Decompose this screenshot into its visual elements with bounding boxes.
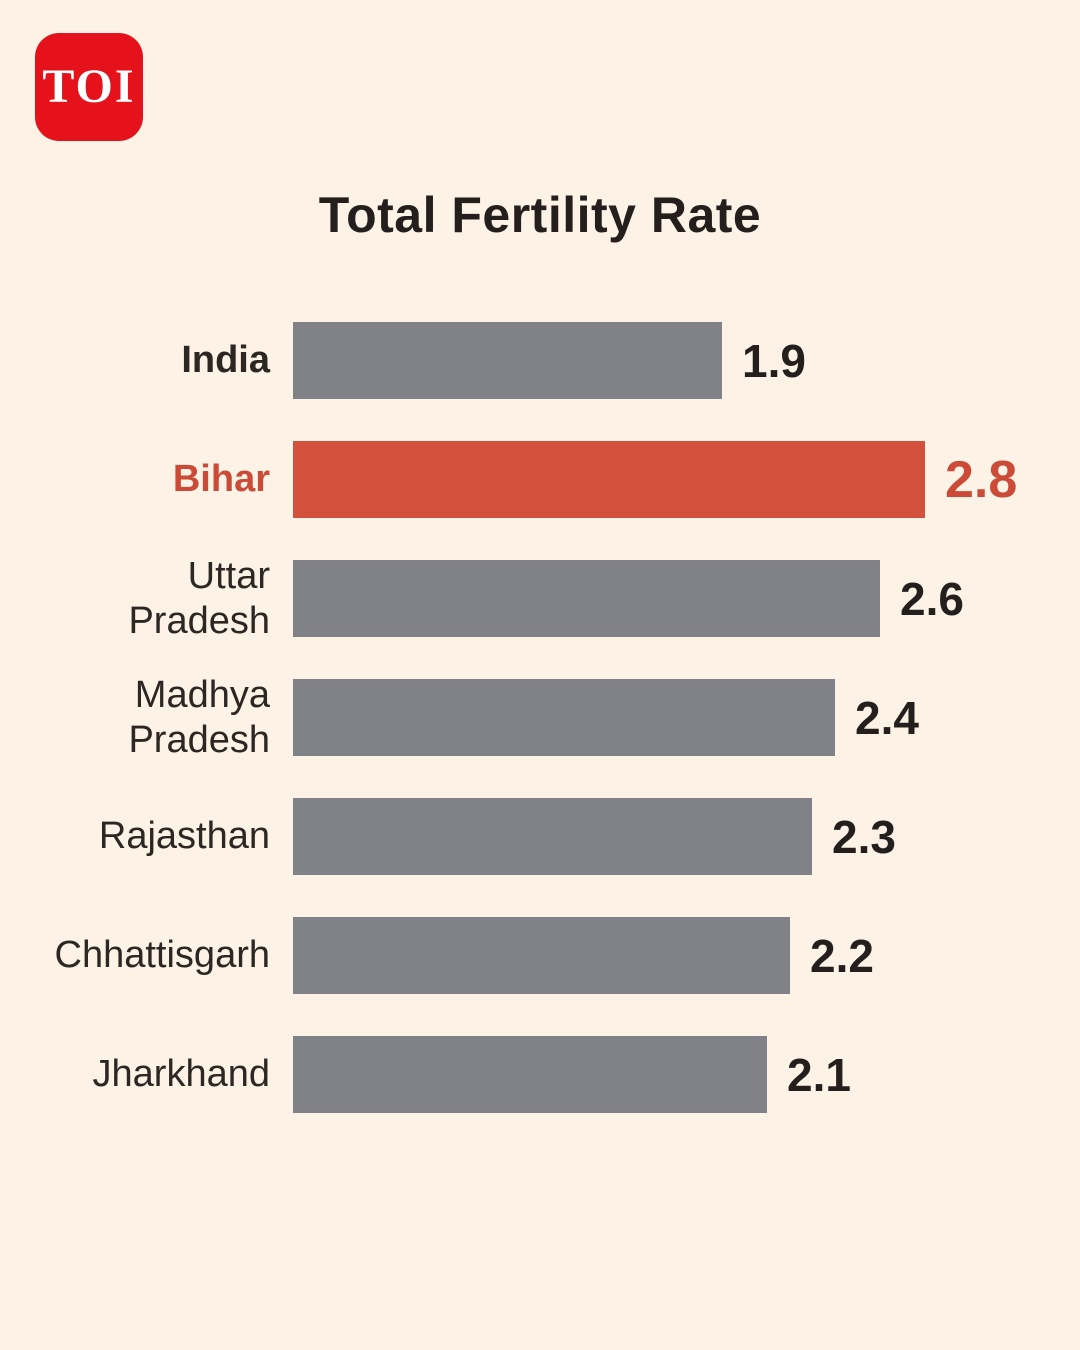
chart-row: Bihar 2.8 [0,441,1080,518]
row-value: 2.2 [810,929,874,982]
row-label-line: India [181,339,270,381]
row-label: Bihar [0,457,270,502]
chart-row: Chhattisgarh 2.2 [0,917,1080,994]
row-bar [293,679,835,756]
row-value: 1.9 [742,334,806,387]
chart-row: India 1.9 [0,322,1080,399]
row-bar [293,560,880,637]
toi-logo: TOI [35,33,143,141]
chart-row: Uttar Pradesh 2.6 [0,555,1080,642]
row-label-line: Bihar [172,458,270,500]
row-bar [293,322,722,399]
chart-row: Jharkhand 2.1 [0,1036,1080,1113]
row-value: 2.1 [787,1048,851,1101]
row-label-line: Jharkhand [92,1053,270,1095]
row-value: 2.8 [945,450,1018,509]
row-label-line: Pradesh [128,718,270,761]
chart-title: Total Fertility Rate [318,187,762,243]
row-value: 2.3 [832,810,896,863]
row-label: Uttar Pradesh [0,554,270,644]
row-label-line: Chhattisgarh [54,934,270,976]
chart-row: Rajasthan 2.3 [0,798,1080,875]
row-label-line: Rajasthan [98,815,270,857]
row-label-line: Pradesh [128,599,270,642]
row-label-line: Madhya [134,673,270,716]
row-bar [293,441,925,518]
row-label: India [0,338,270,383]
row-label: Jharkhand [0,1052,270,1097]
row-bar [293,798,812,875]
row-label-line: Uttar [187,554,270,597]
row-bar [293,917,790,994]
row-value: 2.6 [900,572,964,625]
bar-chart: India 1.9 Bihar 2.8 Uttar Pradesh 2.6 Mad… [0,322,1080,1113]
row-bar [293,1036,767,1113]
row-label: Chhattisgarh [0,933,270,978]
row-label: Rajasthan [0,814,270,859]
row-label: Madhya Pradesh [0,673,270,763]
toi-logo-text: TOI [42,60,136,113]
row-value: 2.4 [855,691,919,744]
chart-row: Madhya Pradesh 2.4 [0,674,1080,761]
